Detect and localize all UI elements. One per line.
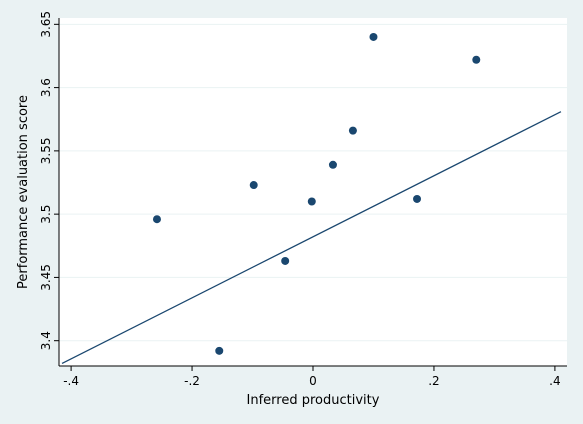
axis-ticks: 3.4 3.45 3.5 3.55 3.6 3.65 -.4 -.2 0 .2 .4 [39, 11, 561, 388]
scatter-point [413, 194, 422, 203]
y-tick-label: 3.4 [39, 331, 53, 350]
fitted-line-group [61, 111, 562, 365]
scatter-point [152, 215, 161, 224]
scatter-point [281, 256, 290, 265]
x-tick-label: 0 [309, 374, 317, 388]
x-axis-label: Inferred productivity [247, 393, 380, 408]
x-tick-label: .4 [549, 374, 560, 388]
scatter-point [249, 181, 258, 190]
y-tick-label: 3.55 [39, 138, 53, 165]
scatter-point [328, 160, 337, 169]
x-tick-label: -.4 [63, 374, 79, 388]
y-tick-label: 3.45 [39, 264, 53, 291]
grid-lines [59, 23, 567, 342]
y-tick-label: 3.6 [39, 78, 53, 97]
plot-area [59, 18, 567, 366]
scatter-point [215, 346, 224, 355]
scatter-point [307, 197, 316, 206]
data-points [152, 32, 481, 355]
x-tick-label: .2 [428, 374, 439, 388]
y-tick-label: 3.65 [39, 11, 53, 38]
scatter-point [348, 126, 357, 135]
fitted-line [61, 111, 562, 365]
x-tick-label: -.2 [184, 374, 200, 388]
scatter-point [472, 55, 481, 64]
scatter-point [369, 32, 378, 41]
y-axis-label: Performance evaluation score [16, 95, 31, 289]
y-tick-label: 3.5 [39, 205, 53, 224]
